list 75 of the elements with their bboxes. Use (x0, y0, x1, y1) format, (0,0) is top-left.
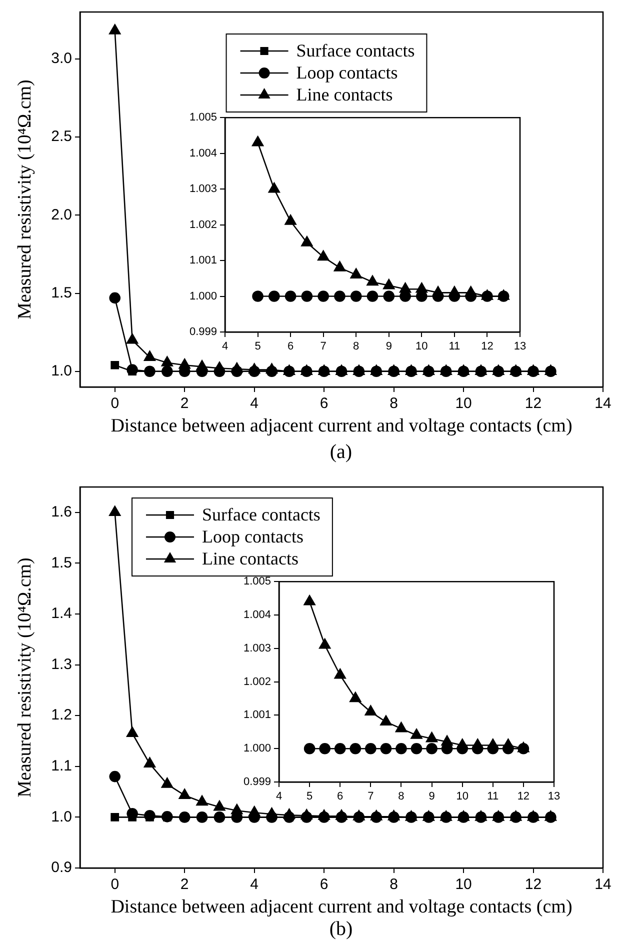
x-tick-label: 8 (398, 790, 404, 803)
y-tick-label: 1.3 (51, 656, 72, 673)
x-tick-label: 12 (517, 790, 530, 803)
x-tick-label: 10 (455, 876, 472, 894)
x-tick-label: 13 (548, 790, 560, 803)
legend-label: Loop contacts (202, 526, 304, 547)
y-tick-label: 1.5 (51, 284, 72, 302)
x-tick-label: 4 (276, 790, 282, 803)
x-tick-label: 12 (481, 340, 494, 353)
x-axis-title: Distance between adjacent current and voltage contacts (cm) (110, 416, 572, 437)
y-axis-title: Measured resistivity (10⁴Ω.cm) (14, 558, 36, 798)
y-tick-label: 1.005 (243, 576, 271, 588)
x-tick-label: 8 (390, 876, 398, 894)
y-tick-label: 1.003 (243, 642, 271, 654)
y-tick-label: 0.999 (243, 776, 271, 788)
x-tick-label: 8 (390, 395, 398, 412)
x-tick-label: 5 (254, 340, 261, 353)
legend-label: Surface contacts (296, 40, 415, 61)
y-tick-label: 1.001 (189, 254, 217, 267)
y-tick-label: 1.005 (189, 112, 217, 124)
y-tick-label: 3.0 (51, 50, 72, 68)
x-tick-label: 9 (386, 340, 392, 353)
y-tick-label: 1.004 (189, 147, 217, 160)
y-tick-label: 1.2 (51, 706, 72, 724)
y-tick-label: 0.9 (51, 859, 72, 876)
y-tick-label: 2.0 (51, 206, 72, 224)
x-tick-label: 11 (448, 340, 460, 353)
x-tick-label: 4 (250, 876, 259, 894)
x-tick-label: 6 (287, 340, 294, 353)
x-tick-label: 14 (594, 395, 612, 412)
legend-label: Line contacts (202, 548, 298, 569)
y-tick-label: 1.4 (51, 605, 72, 622)
y-tick-label: 1.002 (189, 218, 217, 231)
x-tick-label: 4 (222, 340, 228, 353)
x-tick-label: 7 (368, 790, 374, 803)
x-tick-label: 0 (110, 395, 120, 412)
x-tick-label: 6 (320, 876, 328, 894)
text: (a) (328, 440, 354, 464)
x-tick-label: 0 (110, 876, 120, 894)
x-tick-label: 9 (428, 790, 435, 803)
y-tick-label: 2.5 (51, 128, 72, 146)
x-tick-label: 12 (524, 395, 542, 412)
x-tick-label: 2 (180, 876, 189, 894)
x-tick-label: 12 (524, 876, 542, 894)
x-tick-label: 2 (180, 395, 189, 412)
x-tick-label: 11 (487, 790, 499, 803)
y-tick-label: 1.003 (189, 183, 217, 196)
y-tick-label: 1.0 (51, 362, 72, 380)
legend-label: Loop contacts (296, 62, 398, 83)
y-tick-label: 1.1 (51, 758, 72, 775)
x-tick-label: 10 (416, 340, 428, 353)
y-tick-label: 1.004 (243, 609, 271, 622)
y-tick-label: 1.002 (243, 676, 271, 688)
y-tick-label: 1.5 (51, 554, 72, 572)
legend-label: Line contacts (296, 84, 393, 105)
y-axis-title: Measured resistivity (10⁴Ω.cm) (14, 80, 36, 320)
x-axis-title: Distance between adjacent current and voltage contacts (cm) (110, 896, 572, 918)
x-tick-label: 14 (594, 876, 612, 894)
y-tick-label: 1.001 (243, 709, 271, 722)
legend-label: Surface contacts (202, 504, 320, 525)
x-tick-label: 7 (320, 340, 326, 353)
x-tick-label: 10 (456, 790, 468, 803)
y-tick-label: 0.999 (189, 326, 217, 338)
x-tick-label: 4 (250, 395, 259, 412)
y-tick-label: 1.000 (189, 290, 217, 302)
x-tick-label: 6 (320, 395, 328, 412)
x-tick-label: 10 (455, 395, 472, 412)
x-tick-label: 5 (306, 790, 313, 803)
y-tick-label: 1.0 (51, 808, 72, 826)
y-tick-label: 1.6 (51, 504, 72, 521)
text: (b) (328, 917, 354, 941)
x-tick-label: 8 (353, 340, 360, 353)
x-tick-label: 13 (514, 340, 526, 353)
x-tick-label: 6 (337, 790, 344, 803)
y-tick-label: 1.000 (243, 742, 271, 755)
